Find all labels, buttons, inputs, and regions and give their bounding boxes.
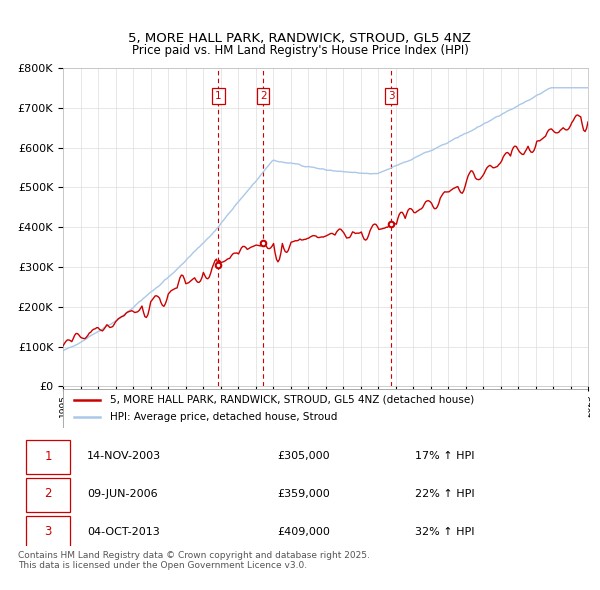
Text: 3: 3: [388, 91, 395, 101]
Text: £305,000: £305,000: [277, 451, 329, 461]
Text: 1: 1: [44, 450, 52, 463]
Text: Contains HM Land Registry data © Crown copyright and database right 2025.
This d: Contains HM Land Registry data © Crown c…: [18, 550, 370, 570]
Text: HPI: Average price, detached house, Stroud: HPI: Average price, detached house, Stro…: [110, 412, 338, 422]
Text: 5, MORE HALL PARK, RANDWICK, STROUD, GL5 4NZ: 5, MORE HALL PARK, RANDWICK, STROUD, GL5…: [128, 32, 472, 45]
Text: £409,000: £409,000: [277, 527, 330, 537]
Text: 32% ↑ HPI: 32% ↑ HPI: [415, 527, 475, 537]
Text: Price paid vs. HM Land Registry's House Price Index (HPI): Price paid vs. HM Land Registry's House …: [131, 44, 469, 57]
FancyBboxPatch shape: [26, 440, 70, 474]
Text: 1: 1: [215, 91, 221, 101]
Text: 3: 3: [44, 526, 52, 539]
FancyBboxPatch shape: [26, 516, 70, 550]
Text: 14-NOV-2003: 14-NOV-2003: [87, 451, 161, 461]
Text: 2: 2: [44, 487, 52, 500]
Text: 22% ↑ HPI: 22% ↑ HPI: [415, 489, 475, 499]
Text: 5, MORE HALL PARK, RANDWICK, STROUD, GL5 4NZ (detached house): 5, MORE HALL PARK, RANDWICK, STROUD, GL5…: [110, 395, 475, 405]
FancyBboxPatch shape: [63, 389, 588, 428]
Text: 09-JUN-2006: 09-JUN-2006: [87, 489, 158, 499]
FancyBboxPatch shape: [26, 478, 70, 512]
Text: 17% ↑ HPI: 17% ↑ HPI: [415, 451, 475, 461]
Text: 04-OCT-2013: 04-OCT-2013: [87, 527, 160, 537]
Text: 2: 2: [260, 91, 266, 101]
Text: £359,000: £359,000: [277, 489, 330, 499]
